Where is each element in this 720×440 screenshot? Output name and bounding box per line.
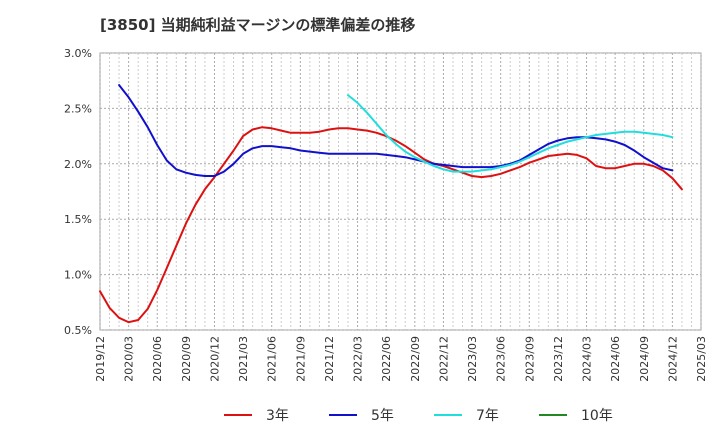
y-tick-label: 1.5% xyxy=(64,213,92,226)
x-tick-label: 2022/06 xyxy=(380,336,393,382)
legend-label: 7年 xyxy=(476,408,499,424)
x-tick-label: 2025/03 xyxy=(695,336,708,382)
axis-labels: 0.5% 1.0% 1.5% 2.0% 2.5% 3.0% 2019/12 2020/03 20… xyxy=(64,47,708,382)
x-tick-label: 2021/09 xyxy=(294,336,307,382)
grid-lines xyxy=(99,52,702,331)
y-tick-label: 2.5% xyxy=(64,102,92,115)
legend-label: 10年 xyxy=(581,408,613,424)
x-tick-label: 2024/12 xyxy=(666,336,679,382)
x-tick-label: 2021/12 xyxy=(323,336,336,382)
x-tick-label: 2020/03 xyxy=(123,336,136,382)
x-tick-label: 2024/09 xyxy=(638,336,651,382)
x-tick-label: 2022/03 xyxy=(352,336,365,382)
x-tick-label: 2024/06 xyxy=(609,336,622,382)
legend: 3年 5年 7年 10年 xyxy=(224,408,613,424)
legend-label: 3年 xyxy=(266,408,289,424)
x-tick-label: 2024/03 xyxy=(581,336,594,382)
series-lines xyxy=(99,84,683,324)
y-tick-label: 1.0% xyxy=(64,269,92,282)
x-tick-label: 2020/09 xyxy=(180,336,193,382)
x-tick-label: 2023/06 xyxy=(495,336,508,382)
x-tick-label: 2020/12 xyxy=(208,336,221,382)
x-tick-label: 2022/09 xyxy=(409,336,422,382)
plot-area xyxy=(99,52,702,331)
x-tick-label: 2023/09 xyxy=(523,336,536,382)
legend-label: 5年 xyxy=(371,408,394,424)
plot-border xyxy=(99,52,702,331)
y-tick-label: 3.0% xyxy=(64,47,92,60)
x-tick-label: 2021/06 xyxy=(266,336,279,382)
x-tick-label: 2021/03 xyxy=(237,336,250,382)
y-tick-label: 0.5% xyxy=(64,324,92,337)
x-tick-label: 2023/12 xyxy=(552,336,565,382)
x-tick-label: 2020/06 xyxy=(151,336,164,382)
x-tick-label: 2023/03 xyxy=(466,336,479,382)
y-tick-label: 2.0% xyxy=(64,158,92,171)
chart-title: [3850] 当期純利益マージンの標準偏差の推移 xyxy=(100,16,416,34)
series-line-7年 xyxy=(347,94,674,173)
x-tick-label: 2019/12 xyxy=(94,336,107,382)
series-line-5年 xyxy=(118,84,674,177)
x-tick-label: 2022/12 xyxy=(437,336,450,382)
